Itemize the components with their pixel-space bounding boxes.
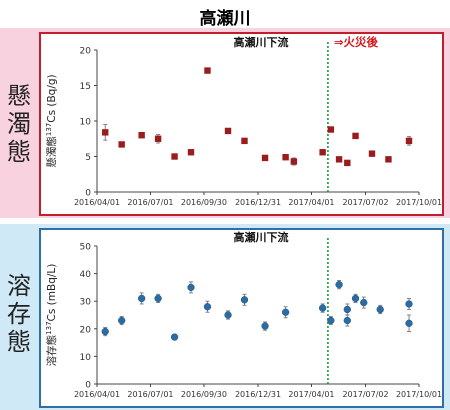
data-point <box>240 296 249 304</box>
x-tick-label: 2017/04/01 <box>288 198 334 207</box>
y-axis-label: 溶存態137Cs (mBq/L) <box>45 264 58 367</box>
data-point <box>385 156 392 163</box>
data-point <box>405 300 413 308</box>
side-char: 態 <box>7 328 31 356</box>
data-point <box>154 135 162 142</box>
data-point <box>138 132 145 139</box>
x-tick-label: 2017/10/01 <box>396 390 442 399</box>
data-point <box>352 132 359 140</box>
x-tick-label: 2016/12/31 <box>235 390 281 399</box>
data-point <box>318 304 327 312</box>
y-tick-label: 20 <box>80 47 92 57</box>
y-tick-label: 10 <box>80 353 92 363</box>
data-point <box>335 280 343 289</box>
data-point <box>405 137 413 145</box>
data-point <box>261 322 269 330</box>
y-axis-label: 懸濁態137Cs (Bq/g) <box>45 74 58 167</box>
data-point <box>224 311 232 319</box>
data-point <box>154 294 162 303</box>
data-point <box>343 316 351 325</box>
data-point <box>224 127 232 135</box>
data-point <box>281 308 290 316</box>
x-tick-label: 2016/07/01 <box>127 390 173 399</box>
data-point <box>282 154 289 161</box>
data-point <box>368 150 376 157</box>
y-tick-label: 30 <box>80 298 92 308</box>
y-tick-label: 50 <box>80 243 92 253</box>
y-label-prefix: 懸濁態 <box>45 136 58 168</box>
y-tick-label: 20 <box>80 325 92 335</box>
x-tick-label: 2016/07/01 <box>127 198 173 207</box>
y-label-prefix: 溶存態 <box>45 335 58 367</box>
y-tick-label: 40 <box>80 270 92 280</box>
data-point <box>405 319 413 327</box>
y-label-superscript: 137 <box>45 123 53 136</box>
x-tick-label: 2016/09/30 <box>181 390 227 399</box>
data-point <box>327 126 335 133</box>
data-point <box>138 294 146 303</box>
x-tick-label: 2017/07/02 <box>342 198 388 207</box>
y-tick-label: 10 <box>80 118 92 128</box>
y-tick-label: 5 <box>85 153 91 163</box>
data-point <box>203 303 212 311</box>
dissolved-chart: 0 10 20 30 40 50 2016/04/01 2016/07/01 2016/09/3… <box>45 230 442 399</box>
data-point <box>171 153 178 160</box>
x-tick-label: 2016/04/01 <box>74 390 120 399</box>
suspended-chart-panel: 0 5 10 15 20 2016/04/01 2016/07/01 2016/09/30 20… <box>39 32 444 216</box>
data-point <box>204 67 211 74</box>
x-tick-label: 2016/09/30 <box>181 198 227 207</box>
data-point <box>170 333 179 341</box>
y-tick-label: 0 <box>85 189 91 199</box>
data-point <box>290 158 298 165</box>
y-label-suffix: Cs (mBq/L) <box>46 264 58 322</box>
side-char: 懸 <box>7 82 31 110</box>
chart-title: 高瀬川下流 <box>234 35 289 49</box>
data-point <box>360 298 368 307</box>
y-tick-label: 0 <box>85 381 91 391</box>
side-char: 態 <box>7 138 31 166</box>
data-point <box>101 327 109 336</box>
x-tick-label: 2016/12/31 <box>235 198 281 207</box>
y-label-superscript: 137 <box>45 321 53 334</box>
data-point <box>335 156 343 163</box>
data-point <box>187 149 195 156</box>
data-point <box>118 141 125 148</box>
data-point <box>118 316 126 325</box>
data-point <box>261 154 269 162</box>
y-label-suffix: Cs (Bq/g) <box>46 74 58 122</box>
x-tick-label: 2017/07/02 <box>342 390 388 399</box>
side-char: 溶 <box>7 272 31 300</box>
data-point <box>343 305 351 314</box>
data-point <box>344 159 351 167</box>
page-title: 高瀬川 <box>199 9 251 29</box>
side-char: 濁 <box>7 110 31 138</box>
data-point <box>351 294 360 303</box>
suspended-side-label: 懸 濁 態 <box>0 82 38 166</box>
dissolved-chart-panel: 0 10 20 30 40 50 2016/04/01 2016/07/01 2016/09/3… <box>39 228 444 408</box>
x-tick-label: 2017/10/01 <box>396 198 442 207</box>
dissolved-side-label: 溶 存 態 <box>0 272 38 356</box>
data-point <box>327 316 335 325</box>
data-point <box>319 149 326 156</box>
x-tick-label: 2016/04/01 <box>74 198 120 207</box>
after-fire-annotation: ⇒火災後 <box>334 35 379 49</box>
x-tick-label: 2017/04/01 <box>288 390 334 399</box>
data-point <box>102 129 109 136</box>
side-char: 存 <box>7 300 31 328</box>
data-point <box>241 137 248 145</box>
suspended-chart: 0 5 10 15 20 2016/04/01 2016/07/01 2016/09/30 20… <box>45 35 442 207</box>
chart-title: 高瀬川下流 <box>234 230 289 244</box>
y-tick-label: 15 <box>80 82 91 92</box>
data-point <box>187 283 195 292</box>
data-point <box>376 305 384 314</box>
